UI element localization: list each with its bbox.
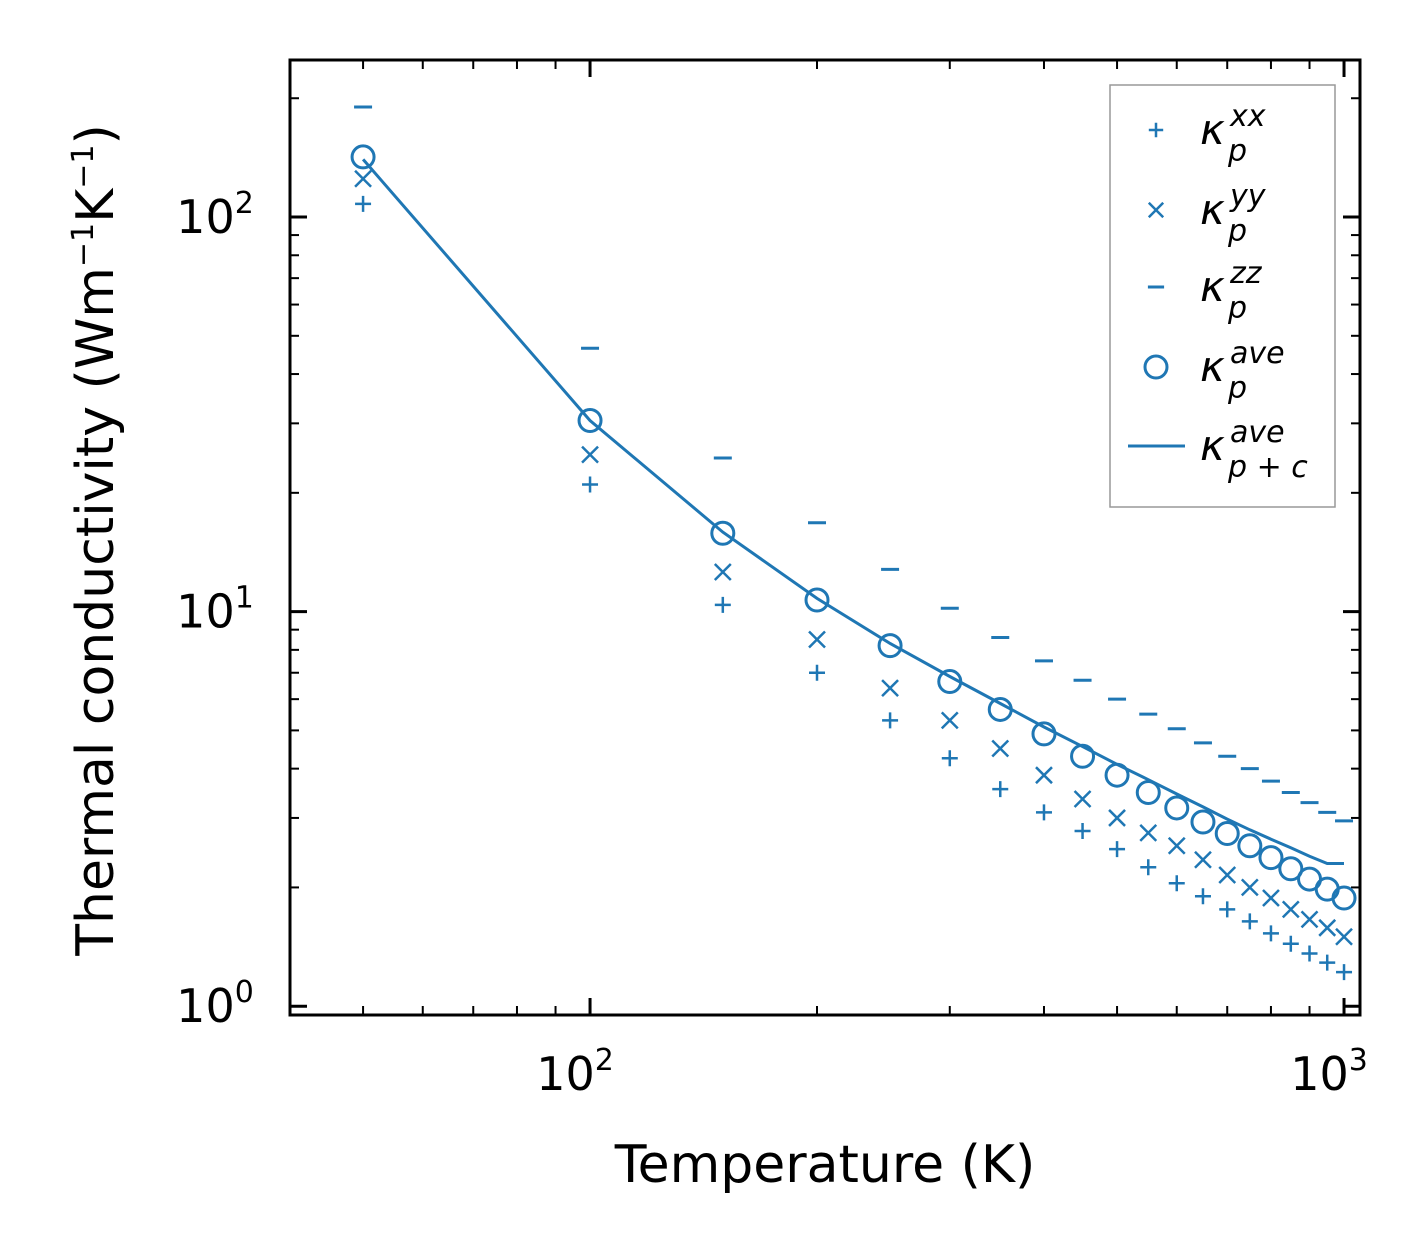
data-point <box>1135 780 1161 806</box>
data-point <box>355 195 372 212</box>
series-kappa_p_xx <box>355 195 1353 981</box>
legend-marker <box>1148 122 1164 138</box>
legend-item-kappa_p_c_ave: κ ave p + c <box>1128 415 1308 485</box>
major-ticks <box>290 60 1360 1015</box>
legend-item-kappa_p_yy: κ yy p <box>1147 179 1267 249</box>
data-point <box>1167 836 1186 855</box>
data-point <box>1331 885 1357 911</box>
legend-label: κ zz p <box>1200 256 1263 326</box>
data-point <box>1074 822 1091 839</box>
legend-item-kappa_p_zz: κ zz p <box>1147 256 1263 326</box>
data-point <box>1300 910 1319 929</box>
legend-label: κ xx p <box>1200 99 1266 169</box>
x-axis-label: Temperature (K) <box>614 1135 1036 1195</box>
data-point <box>882 712 899 729</box>
legend-box <box>1109 84 1336 508</box>
data-point <box>809 664 826 681</box>
data-point <box>1073 790 1092 808</box>
y-tick-label: 100 <box>176 975 254 1033</box>
legend-items: κ xx p κ yy p κ zz p κ ave p κ ave p + c <box>1128 99 1308 485</box>
legend-label: κ yy p <box>1200 179 1267 249</box>
data-point <box>1301 945 1318 962</box>
x-tick-label: 102 <box>536 1043 614 1101</box>
tick-labels: 102 103 100 101 102 <box>176 186 1368 1101</box>
data-point <box>1278 856 1304 882</box>
legend-label: κ ave p <box>1200 336 1285 406</box>
y-axis-label-exp1: −1 <box>66 223 101 267</box>
data-point <box>1218 866 1237 884</box>
data-point <box>1258 845 1284 871</box>
data-point <box>1335 927 1353 946</box>
x-tick-label: 103 <box>1290 1043 1368 1101</box>
data-point <box>1241 913 1258 930</box>
legend-marker <box>1143 354 1169 380</box>
data-point <box>713 563 732 581</box>
data-point <box>1164 795 1190 821</box>
data-point <box>577 408 603 434</box>
data-point <box>1219 901 1236 918</box>
y-axis-label-base: Thermal conductivity (Wm <box>66 267 126 957</box>
data-point <box>1314 876 1340 902</box>
data-point <box>1070 743 1096 769</box>
data-point <box>808 630 826 649</box>
data-point <box>1282 935 1299 952</box>
y-axis-label-exp2: −1 <box>66 145 101 189</box>
data-point <box>1108 809 1126 827</box>
data-point <box>1240 878 1259 897</box>
data-point <box>1214 820 1240 846</box>
data-point <box>350 144 376 170</box>
series-layer <box>350 105 1357 981</box>
y-axis-label-mid: K <box>66 187 126 223</box>
y-axis-label: Thermal conductivity (Wm−1K−1) <box>66 124 126 957</box>
data-point <box>940 711 959 730</box>
series-kappa_p_zz <box>354 105 1354 823</box>
data-point <box>1262 889 1280 907</box>
data-point <box>992 781 1009 798</box>
legend: κ xx p κ yy p κ zz p κ ave p κ ave p + c <box>1109 84 1336 508</box>
data-point <box>582 476 599 493</box>
data-point <box>710 520 736 546</box>
series-kappa_p_c_ave <box>361 158 1344 865</box>
data-point <box>1190 809 1216 835</box>
data-point <box>1140 859 1157 876</box>
data-point <box>581 445 599 464</box>
data-point <box>354 169 372 188</box>
data-point <box>991 739 1010 758</box>
data-point <box>714 596 731 613</box>
data-point <box>1139 823 1158 842</box>
series-line <box>361 158 1344 865</box>
data-point <box>881 679 899 697</box>
y-axis-label-close: ) <box>66 124 126 144</box>
y-tick-label: 101 <box>176 581 254 639</box>
data-point <box>1035 804 1052 821</box>
data-point <box>1109 841 1126 858</box>
data-point <box>1318 918 1337 937</box>
series-kappa_p_yy <box>354 169 1353 946</box>
legend-item-kappa_p_xx: κ xx p <box>1148 99 1266 169</box>
data-point <box>987 696 1013 722</box>
data-point <box>1035 766 1053 785</box>
data-point <box>1168 875 1185 892</box>
data-point <box>1319 954 1336 971</box>
data-point <box>1194 888 1211 905</box>
data-point <box>941 750 958 767</box>
legend-label: κ ave p + c <box>1200 415 1308 485</box>
data-point <box>1262 925 1279 942</box>
y-tick-label: 102 <box>176 186 254 244</box>
data-point <box>1336 964 1353 981</box>
data-point <box>804 587 830 613</box>
legend-marker <box>1147 201 1165 219</box>
legend-item-kappa_p_ave: κ ave p <box>1143 336 1285 406</box>
data-point <box>1194 850 1212 869</box>
data-point <box>877 633 903 659</box>
data-point <box>1281 900 1300 919</box>
data-point <box>1237 833 1263 859</box>
plot-frame <box>288 58 1362 1017</box>
